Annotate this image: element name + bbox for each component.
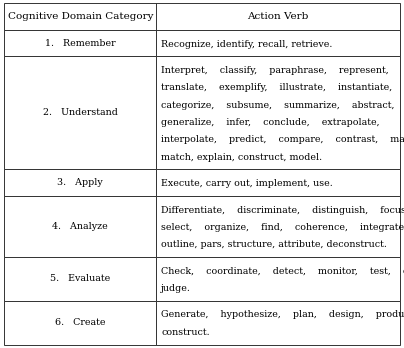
Bar: [4, 56, 156, 169]
Text: Generate,    hypothesize,    plan,    design,    produce,: Generate, hypothesize, plan, design, pro…: [161, 310, 404, 319]
Text: outline, pars, structure, attribute, deconstruct.: outline, pars, structure, attribute, dec…: [161, 240, 387, 249]
Text: 5.   Evaluate: 5. Evaluate: [50, 274, 110, 283]
Bar: [156, 30, 400, 56]
Text: translate,    exemplify,    illustrate,    instantiate,: translate, exemplify, illustrate, instan…: [161, 83, 393, 92]
Text: 4.   Analyze: 4. Analyze: [53, 222, 108, 231]
Text: 6.   Create: 6. Create: [55, 318, 105, 327]
Text: Recognize, identify, recall, retrieve.: Recognize, identify, recall, retrieve.: [161, 40, 332, 49]
Text: Cognitive Domain Category: Cognitive Domain Category: [8, 12, 153, 21]
Text: construct.: construct.: [161, 328, 210, 337]
Bar: [4, 301, 156, 345]
Text: 2.   Understand: 2. Understand: [43, 109, 118, 117]
Text: categorize,    subsume,    summarize,    abstract,: categorize, subsume, summarize, abstract…: [161, 101, 395, 110]
Text: Check,    coordinate,    detect,    monitor,    test,    critic,: Check, coordinate, detect, monitor, test…: [161, 267, 404, 276]
Bar: [4, 196, 156, 257]
Text: Interpret,    classify,    paraphrase,    represent,: Interpret, classify, paraphrase, represe…: [161, 66, 389, 75]
Text: 1.   Remember: 1. Remember: [45, 39, 116, 48]
Text: interpolate,    predict,    compare,    contrast,    map,: interpolate, predict, compare, contrast,…: [161, 135, 404, 144]
Bar: [4, 169, 156, 196]
Text: judge.: judge.: [161, 284, 191, 293]
Text: Differentiate,    discriminate,    distinguish,    focus,: Differentiate, discriminate, distinguish…: [161, 206, 404, 214]
Text: select,    organize,    find,    coherence,    integrate,: select, organize, find, coherence, integ…: [161, 223, 404, 232]
Bar: [4, 3, 400, 30]
Bar: [156, 56, 400, 169]
Bar: [156, 196, 400, 257]
Text: Action Verb: Action Verb: [248, 12, 309, 21]
Text: 3.   Apply: 3. Apply: [57, 178, 103, 187]
Bar: [156, 257, 400, 301]
Bar: [4, 257, 156, 301]
Bar: [156, 301, 400, 345]
Bar: [4, 30, 156, 56]
Text: generalize,    infer,    conclude,    extrapolate,: generalize, infer, conclude, extrapolate…: [161, 118, 380, 127]
Bar: [156, 169, 400, 196]
Text: match, explain, construct, model.: match, explain, construct, model.: [161, 153, 322, 161]
Text: Execute, carry out, implement, use.: Execute, carry out, implement, use.: [161, 179, 333, 188]
